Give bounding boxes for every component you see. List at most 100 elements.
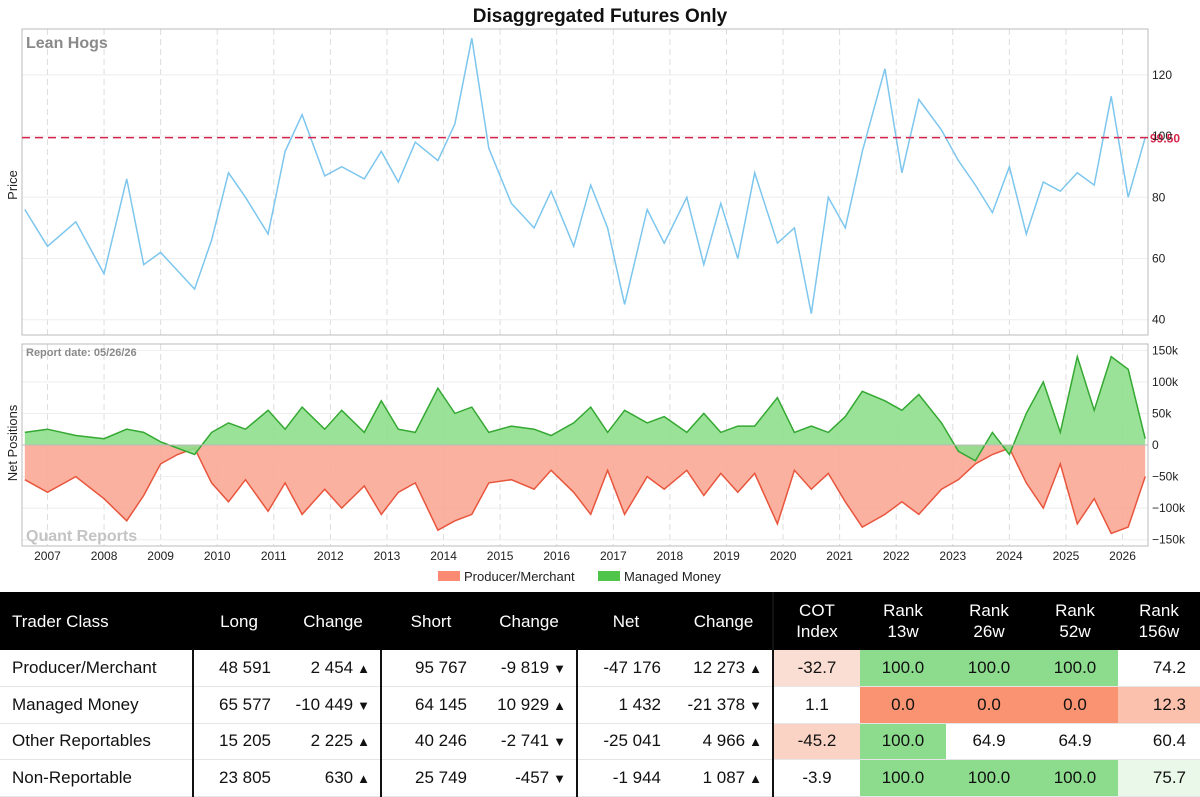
header-rank-52w: Rank 52w	[1032, 592, 1118, 650]
price-y-tick-100: 100	[1152, 129, 1172, 143]
short-change-cell: 10 929 ▲	[481, 686, 577, 724]
header-rank-13w: Rank 13w	[860, 592, 946, 650]
short-change-cell: -2 741 ▼	[481, 723, 577, 760]
x-tick-label-2014: 2014	[430, 549, 457, 563]
short-cell: 25 749	[380, 759, 481, 797]
header-net-change: Change	[693, 611, 754, 631]
price-axis-title: Price	[5, 170, 20, 200]
arrow-down-icon: ▼	[749, 697, 762, 713]
net-change-cell-value: -21 378	[687, 694, 746, 714]
long-change-cell: 2 454 ▲	[285, 650, 381, 687]
price-y-tick-60: 60	[1152, 252, 1166, 266]
net-change-cell-value: 1 087	[702, 767, 746, 787]
price-y-tick-120: 120	[1152, 68, 1172, 82]
rank-26w-cell: 100.0	[946, 650, 1032, 687]
rank-13w-cell: 100.0	[860, 759, 946, 797]
short-cell: 95 767	[380, 650, 481, 687]
x-tick-label-2009: 2009	[147, 549, 174, 563]
short-change-cell-value: -2 741	[500, 731, 550, 751]
trader-class-cell: Producer/Merchant	[0, 650, 193, 687]
table-row: Producer/Merchant 48 591 2 454 ▲ 95 767 -9 81…	[0, 650, 1200, 687]
x-tick-label-2018: 2018	[657, 549, 684, 563]
rank-52w-cell: 100.0	[1032, 759, 1118, 797]
rank-52w-cell: 100.0	[1032, 650, 1118, 687]
table-row: Other Reportables 15 205 2 225 ▲ 40 246 -2 74…	[0, 723, 1200, 760]
rank-26w-cell: 100.0	[946, 759, 1032, 797]
commodity-label: Lean Hogs	[26, 35, 108, 52]
rank-26w-cell: 0.0	[946, 686, 1032, 724]
net-cell: 1 432	[576, 686, 675, 724]
header-short-change: Change	[499, 611, 559, 631]
price-line	[24, 38, 1146, 314]
managed-money-area	[24, 356, 1146, 461]
header-cot-index: COT Index	[772, 592, 860, 650]
net-y-tick-50000: 50k	[1152, 406, 1172, 420]
x-tick-label-2015: 2015	[487, 549, 514, 563]
cot-table: Trader Class Long Change Short Change Ne…	[0, 592, 1200, 797]
header-trader-class: Trader Class	[12, 611, 109, 631]
legend-swatch-producer	[438, 571, 460, 581]
header-rank-26w: Rank 26w	[946, 592, 1032, 650]
cot-index-cell: -32.7	[772, 650, 860, 687]
header-rank-156w: Rank 156w	[1118, 592, 1200, 650]
report-date-label: Report date: 05/26/26	[26, 347, 137, 359]
price-reference-label: 99.50	[1150, 132, 1180, 146]
net-change-cell-value: 12 273	[693, 658, 746, 677]
table-row: Non-Reportable 23 805 630 ▲ 25 749 -457 ▼ -1 94…	[0, 759, 1200, 797]
arrow-down-icon: ▼	[553, 770, 566, 786]
long-change-cell: 2 225 ▲	[285, 723, 381, 760]
managed-money-line	[24, 353, 1146, 462]
cot-index-cell: -3.9	[772, 759, 860, 797]
table-row: Managed Money 65 577 -10 449 ▼ 64 145 10 929 ▲…	[0, 686, 1200, 724]
legend-label-producer: Producer/Merchant	[464, 569, 575, 584]
net-change-cell: 4 966 ▲	[675, 723, 773, 760]
arrow-down-icon: ▼	[553, 661, 566, 676]
arrow-up-icon: ▲	[553, 697, 566, 713]
arrow-down-icon: ▼	[553, 734, 566, 750]
arrow-up-icon: ▲	[749, 661, 762, 676]
net-y-tick-0: 0	[1152, 438, 1159, 452]
trader-class-cell: Non-Reportable	[0, 759, 193, 797]
cot-table-container: Trader Class Long Change Short Change Ne…	[0, 592, 1200, 797]
net-cell: -47 176	[576, 650, 675, 687]
header-short: Short	[410, 611, 452, 631]
x-tick-label-2016: 2016	[543, 549, 570, 563]
watermark: Quant Reports	[26, 528, 137, 545]
legend: Producer/Merchant Managed Money	[438, 569, 721, 584]
short-change-cell-value: -457	[515, 767, 550, 787]
arrow-down-icon: ▼	[357, 697, 370, 713]
net-change-cell: -21 378 ▼	[675, 686, 773, 724]
net-change-cell-value: 4 966	[702, 731, 746, 751]
price-y-tick-40: 40	[1152, 313, 1166, 327]
header-long: Long	[220, 611, 258, 631]
rank-26w-cell: 64.9	[946, 723, 1032, 760]
cot-index-cell: 1.1	[772, 686, 860, 724]
legend-label-managed: Managed Money	[624, 569, 721, 584]
arrow-up-icon: ▲	[357, 770, 370, 786]
x-tick-label-2012: 2012	[317, 549, 344, 563]
x-tick-label-2010: 2010	[204, 549, 231, 563]
x-tick-label-2019: 2019	[713, 549, 740, 563]
long-cell: 65 577	[192, 686, 285, 724]
x-tick-label-2011: 2011	[261, 549, 287, 563]
cot-index-cell: -45.2	[772, 723, 860, 760]
long-change-cell: 630 ▲	[285, 759, 381, 797]
long-change-cell-value: 2 225	[310, 731, 354, 751]
net-y-tick-150000: 150k	[1152, 343, 1179, 357]
cot-chart: Disaggregated Futures Only 99.50 Lean Ho…	[5, 6, 1186, 584]
x-tick-label-2022: 2022	[883, 549, 910, 563]
x-tick-label-2020: 2020	[770, 549, 797, 563]
axes: 2007 2008 2009 2010 2011 2012 2013 2014 2015 2016…	[34, 68, 1186, 563]
x-tick-label-2008: 2008	[91, 549, 118, 563]
rank-13w-cell: 0.0	[860, 686, 946, 724]
net-y-tick-100000: 100k	[1152, 375, 1179, 389]
x-tick-label-2023: 2023	[939, 549, 966, 563]
producer-merchant-area	[24, 445, 1146, 534]
long-cell: 48 591	[192, 650, 285, 687]
x-tick-label-2021: 2021	[826, 549, 853, 563]
net-cell: -25 041	[576, 723, 675, 760]
producer-merchant-line	[24, 447, 1146, 535]
rank-13w-cell: 100.0	[860, 650, 946, 687]
long-change-cell-value: -10 449	[295, 694, 354, 714]
header-rank-156w-text: Rank 156w	[1138, 601, 1180, 641]
